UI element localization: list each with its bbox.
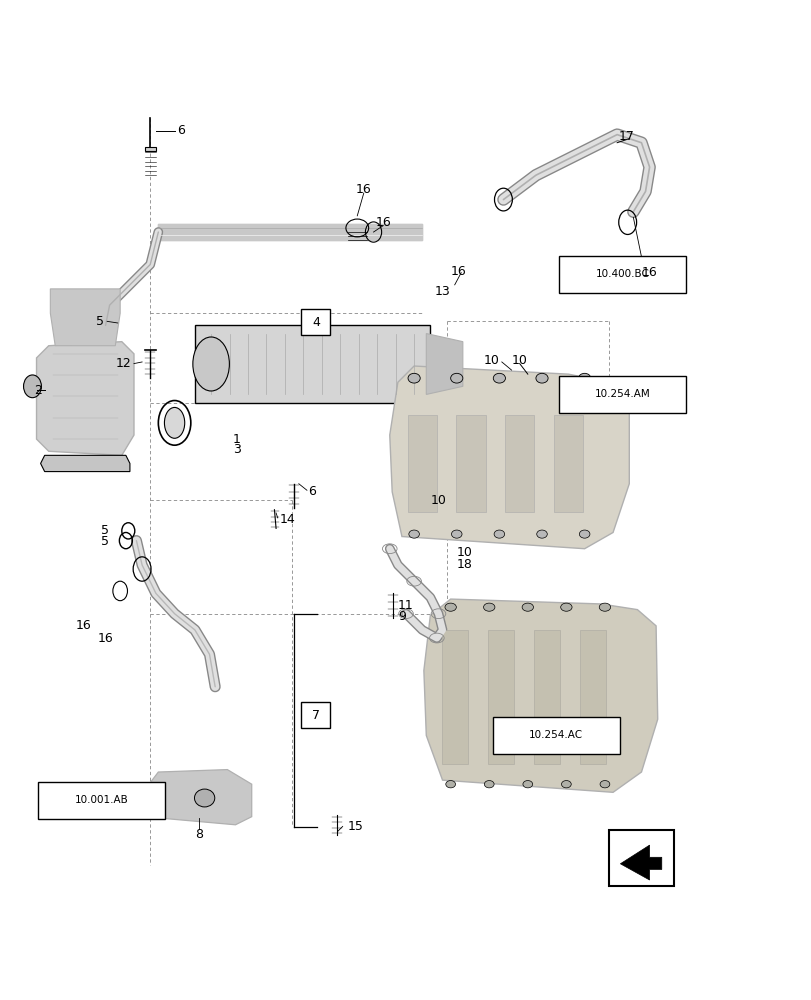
Text: 3: 3 xyxy=(233,443,241,456)
Bar xyxy=(533,630,559,764)
Text: 4: 4 xyxy=(311,316,320,329)
Text: 10.400.BC: 10.400.BC xyxy=(595,269,649,279)
Ellipse shape xyxy=(408,530,418,538)
Polygon shape xyxy=(50,289,120,346)
FancyBboxPatch shape xyxy=(559,256,685,293)
Polygon shape xyxy=(195,325,430,403)
Bar xyxy=(579,630,605,764)
Bar xyxy=(504,415,534,512)
Ellipse shape xyxy=(451,530,461,538)
FancyBboxPatch shape xyxy=(559,376,685,413)
Text: 2: 2 xyxy=(34,384,42,397)
Polygon shape xyxy=(426,334,462,394)
Text: 16: 16 xyxy=(450,265,466,278)
Bar xyxy=(553,415,582,512)
Text: 6: 6 xyxy=(177,124,185,137)
FancyBboxPatch shape xyxy=(301,309,330,335)
Ellipse shape xyxy=(444,603,456,611)
Text: 16: 16 xyxy=(75,619,91,632)
Ellipse shape xyxy=(164,407,185,438)
Ellipse shape xyxy=(407,373,420,383)
Text: 10: 10 xyxy=(456,546,472,559)
Ellipse shape xyxy=(535,373,547,383)
Ellipse shape xyxy=(536,530,547,538)
Text: 5: 5 xyxy=(96,315,104,328)
Bar xyxy=(441,630,467,764)
Ellipse shape xyxy=(24,375,41,398)
Bar xyxy=(407,415,436,512)
Polygon shape xyxy=(423,599,657,792)
Ellipse shape xyxy=(492,373,504,383)
Bar xyxy=(456,415,485,512)
Polygon shape xyxy=(41,455,130,472)
Text: 8: 8 xyxy=(195,828,203,841)
FancyBboxPatch shape xyxy=(38,782,165,819)
Ellipse shape xyxy=(483,603,495,611)
Ellipse shape xyxy=(493,530,504,538)
Text: 10: 10 xyxy=(430,493,446,506)
Text: 5: 5 xyxy=(101,535,109,548)
FancyBboxPatch shape xyxy=(492,717,619,754)
Text: 5: 5 xyxy=(101,524,109,537)
Polygon shape xyxy=(148,770,251,825)
Text: 10: 10 xyxy=(511,354,527,367)
Text: 18: 18 xyxy=(456,558,472,571)
Text: 16: 16 xyxy=(641,266,656,279)
Ellipse shape xyxy=(450,373,462,383)
Text: 15: 15 xyxy=(347,820,363,833)
Text: 6: 6 xyxy=(308,485,316,498)
Ellipse shape xyxy=(483,781,493,788)
Ellipse shape xyxy=(560,603,571,611)
Ellipse shape xyxy=(599,781,609,788)
Text: 17: 17 xyxy=(618,130,634,143)
Polygon shape xyxy=(389,366,629,549)
Ellipse shape xyxy=(561,781,570,788)
FancyBboxPatch shape xyxy=(608,830,673,886)
Text: 10: 10 xyxy=(483,354,499,367)
Text: 10.254.AC: 10.254.AC xyxy=(529,730,582,740)
Ellipse shape xyxy=(578,530,589,538)
Text: 16: 16 xyxy=(375,216,391,229)
Text: 14: 14 xyxy=(279,513,294,526)
Text: 9: 9 xyxy=(397,610,406,623)
Text: 16: 16 xyxy=(98,632,114,645)
Text: 16: 16 xyxy=(355,183,371,196)
Text: 11: 11 xyxy=(397,599,413,612)
Polygon shape xyxy=(36,342,134,455)
Ellipse shape xyxy=(599,603,610,611)
Text: 7: 7 xyxy=(311,709,320,722)
Text: 10.001.AB: 10.001.AB xyxy=(75,795,128,805)
Ellipse shape xyxy=(577,373,590,383)
Polygon shape xyxy=(158,224,422,240)
Text: 12: 12 xyxy=(116,357,131,370)
Bar xyxy=(487,630,513,764)
Ellipse shape xyxy=(522,781,532,788)
Polygon shape xyxy=(620,845,661,880)
Ellipse shape xyxy=(194,789,214,807)
Text: 10.254.AM: 10.254.AM xyxy=(594,389,650,399)
Polygon shape xyxy=(144,147,156,151)
Ellipse shape xyxy=(193,337,229,391)
Text: 13: 13 xyxy=(434,285,450,298)
Text: 1: 1 xyxy=(233,433,241,446)
FancyBboxPatch shape xyxy=(301,702,330,728)
Ellipse shape xyxy=(521,603,533,611)
Ellipse shape xyxy=(445,781,455,788)
